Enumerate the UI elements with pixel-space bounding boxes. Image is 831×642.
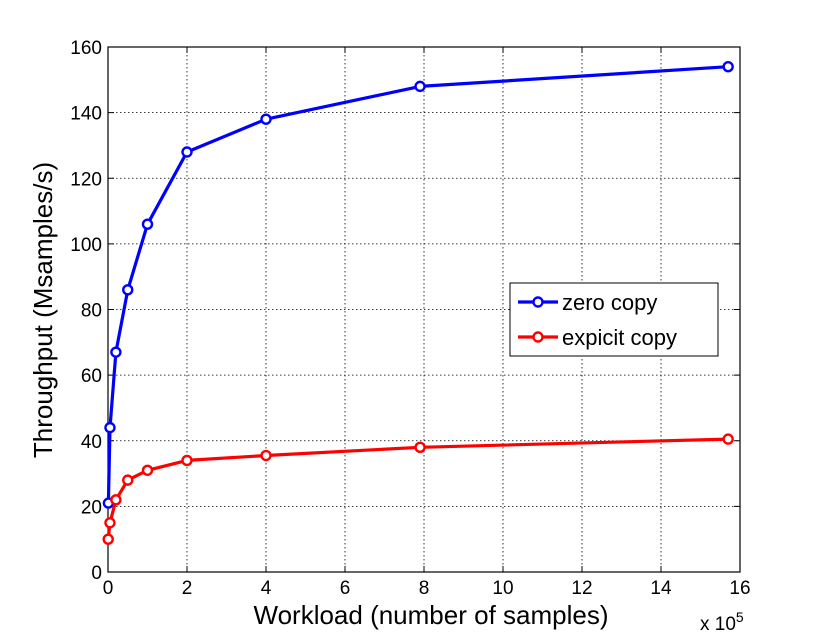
data-point-expicit-copy	[122, 474, 134, 486]
x-tick-label: 16	[729, 578, 750, 599]
legend-box	[509, 282, 719, 357]
y-tick-label: 160	[70, 38, 102, 59]
data-point-expicit-copy	[722, 433, 734, 445]
data-point-zero-copy	[110, 346, 122, 358]
data-point-expicit-copy	[414, 441, 426, 454]
x-tick-label: 8	[419, 578, 430, 599]
x-tick-label: 2	[182, 578, 193, 599]
x-multiplier-exponent: 5	[736, 609, 744, 625]
y-tick-label: 120	[70, 169, 102, 190]
x-axis-label: Workload (number of samples)	[254, 600, 609, 630]
data-point-zero-copy	[141, 218, 154, 230]
data-point-expicit-copy	[141, 464, 154, 476]
data-point-zero-copy	[122, 284, 134, 296]
x-tick-label: 4	[261, 578, 272, 599]
series-zero-copy	[102, 60, 734, 509]
grid-lines	[108, 47, 740, 572]
y-axis-label: Throughput (Msamples/s)	[28, 162, 58, 458]
y-tick-label: 60	[81, 366, 102, 387]
x-tick-label: 6	[340, 578, 351, 599]
data-point-expicit-copy	[260, 449, 272, 462]
y-tick-label: 100	[70, 235, 102, 256]
x-multiplier-base: x 10	[700, 614, 736, 635]
x-tick-label: 10	[492, 578, 513, 599]
data-point-zero-copy	[260, 113, 272, 125]
y-tick-label: 140	[70, 104, 102, 125]
data-point-zero-copy	[722, 60, 734, 73]
data-point-expicit-copy	[110, 494, 122, 506]
legend-marker-explicit-copy	[532, 331, 544, 343]
series-expicit-copy	[102, 433, 734, 545]
legend-label-explicit-copy: expicit copy	[562, 325, 677, 350]
x-tick-label: 14	[650, 578, 672, 599]
legend-marker-zero-copy	[532, 296, 544, 308]
y-tick-label: 80	[81, 301, 102, 322]
y-tick-label: 40	[81, 432, 102, 453]
data-point-expicit-copy	[104, 517, 116, 529]
data-point-expicit-copy	[102, 533, 114, 545]
x-tick-label: 12	[571, 578, 592, 599]
legend: zero copy expicit copy	[509, 282, 719, 357]
data-point-expicit-copy	[181, 454, 193, 467]
data-series	[102, 60, 734, 545]
y-tick-label: 0	[91, 563, 102, 584]
x-tick-label: 0	[103, 578, 114, 599]
x-axis-multiplier: x 105	[700, 609, 744, 635]
legend-label-zero-copy: zero copy	[562, 290, 657, 315]
data-point-zero-copy	[414, 80, 426, 93]
data-point-zero-copy	[181, 146, 193, 158]
y-tick-label: 20	[81, 497, 102, 518]
data-point-zero-copy	[104, 421, 116, 434]
